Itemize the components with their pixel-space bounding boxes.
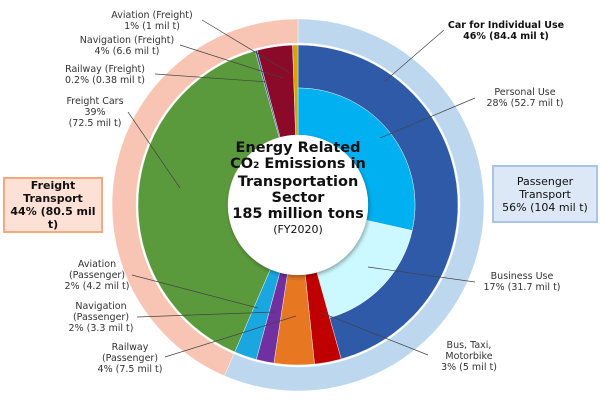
group-label: Freight [30, 179, 76, 192]
group-value: 56% (104 mil t) [502, 200, 588, 214]
label-aviation-freight: Aviation (Freight) 1% (1 mil t) [111, 10, 193, 32]
leader-line [379, 97, 476, 139]
title-line: Transportation [237, 174, 359, 190]
title-total: 185 million tons [232, 206, 364, 222]
leader-line [136, 311, 276, 318]
leader-line [154, 73, 269, 83]
label-personal-use: Personal Use 28% (52.7 mil t) [486, 87, 564, 109]
label-navigation-freight: Navigation (Freight) 4% (6.6 mil t) [79, 35, 175, 57]
label-bus-taxi-motorbike: Bus, Taxi, Motorbike 3% (5 mil t) [441, 340, 497, 373]
leader-line [367, 266, 476, 283]
leader-line [127, 111, 181, 189]
ring-freight-transport [111, 18, 299, 377]
title-line: Sector [271, 190, 325, 206]
label-railway-freight: Railway (Freight) 0.2% (0.38 mil t) [64, 64, 146, 86]
leader-line [201, 19, 291, 74]
leader-line [179, 44, 284, 79]
title-line: CO2 Emissions in [230, 156, 366, 172]
group-label: Transport [23, 192, 83, 205]
label-navigation-passenger: Navigation (Passenger) 2% (3.3 mil t) [68, 301, 134, 334]
title-line: Energy Related [235, 140, 361, 156]
freight-transport-box: Freight Transport 44% (80.5 mil t) [3, 177, 103, 233]
leader-line [131, 274, 259, 309]
leader-line [384, 29, 445, 82]
ring-passenger-transport [224, 18, 485, 392]
label-aviation-passenger: Aviation (Passenger) 2% (4.2 mil t) [64, 259, 130, 292]
leader-line [164, 315, 297, 358]
title-year: (FY2020) [273, 223, 323, 236]
center-circle [228, 135, 368, 275]
passenger-transport-box: Passenger Transport 56% (104 mil t) [492, 165, 598, 223]
label-railway-passenger: Railway (Passenger) 4% (7.5 mil t) [97, 342, 163, 375]
group-label: Transport [519, 187, 571, 201]
group-value: 44% (80.5 mil t) [10, 205, 96, 231]
leader-line [321, 312, 429, 356]
group-label: Passenger [516, 174, 574, 188]
label-business-use: Business Use 17% (31.7 mil t) [483, 271, 561, 293]
label-freight-cars: Freight Cars 39% (72.5 mil t) [66, 96, 124, 129]
label-car-individual-use: Car for Individual Use 46% (84.4 mil t) [447, 20, 565, 42]
chart-title: Energy Related CO2 Emissions in Transpor… [228, 140, 368, 238]
